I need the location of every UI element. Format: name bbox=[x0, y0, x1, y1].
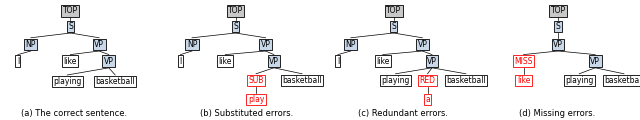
Text: TOP: TOP bbox=[228, 6, 243, 15]
Text: SUB: SUB bbox=[248, 76, 264, 85]
Text: play: play bbox=[248, 95, 264, 104]
Text: TOP: TOP bbox=[386, 6, 401, 15]
Text: RED: RED bbox=[420, 76, 436, 85]
Text: like: like bbox=[219, 57, 232, 66]
Text: (d) Missing errors.: (d) Missing errors. bbox=[518, 109, 595, 118]
Text: S: S bbox=[68, 22, 73, 31]
Text: like: like bbox=[376, 57, 389, 66]
Text: VP: VP bbox=[590, 57, 600, 66]
Text: (a) The correct sentence.: (a) The correct sentence. bbox=[20, 109, 127, 118]
Text: TOP: TOP bbox=[550, 6, 566, 15]
Text: TOP: TOP bbox=[63, 6, 78, 15]
Text: VP: VP bbox=[104, 57, 114, 66]
Text: like: like bbox=[64, 57, 77, 66]
Text: I: I bbox=[337, 57, 339, 66]
Text: S: S bbox=[391, 22, 396, 31]
Text: playing: playing bbox=[53, 77, 81, 86]
Text: VP: VP bbox=[269, 57, 279, 66]
Text: MISS: MISS bbox=[515, 57, 532, 66]
Text: basketball: basketball bbox=[95, 77, 135, 86]
Text: basketball: basketball bbox=[604, 76, 640, 85]
Text: S: S bbox=[233, 22, 238, 31]
Text: VP: VP bbox=[417, 40, 428, 49]
Text: a: a bbox=[425, 95, 430, 104]
Text: VP: VP bbox=[260, 40, 271, 49]
Text: basketball: basketball bbox=[282, 76, 322, 85]
Text: (b) Substituted errors.: (b) Substituted errors. bbox=[200, 109, 293, 118]
Text: NP: NP bbox=[187, 40, 197, 49]
Text: NP: NP bbox=[26, 40, 36, 49]
Text: VP: VP bbox=[94, 40, 104, 49]
Text: I: I bbox=[179, 57, 182, 66]
Text: like: like bbox=[517, 76, 530, 85]
Text: NP: NP bbox=[346, 40, 356, 49]
Text: (c) Redundant errors.: (c) Redundant errors. bbox=[358, 109, 448, 118]
Text: playing: playing bbox=[381, 76, 410, 85]
Text: VP: VP bbox=[553, 40, 563, 49]
Text: playing: playing bbox=[565, 76, 593, 85]
Text: S: S bbox=[556, 22, 561, 31]
Text: I: I bbox=[17, 57, 19, 66]
Text: VP: VP bbox=[427, 57, 437, 66]
Text: basketball: basketball bbox=[446, 76, 486, 85]
